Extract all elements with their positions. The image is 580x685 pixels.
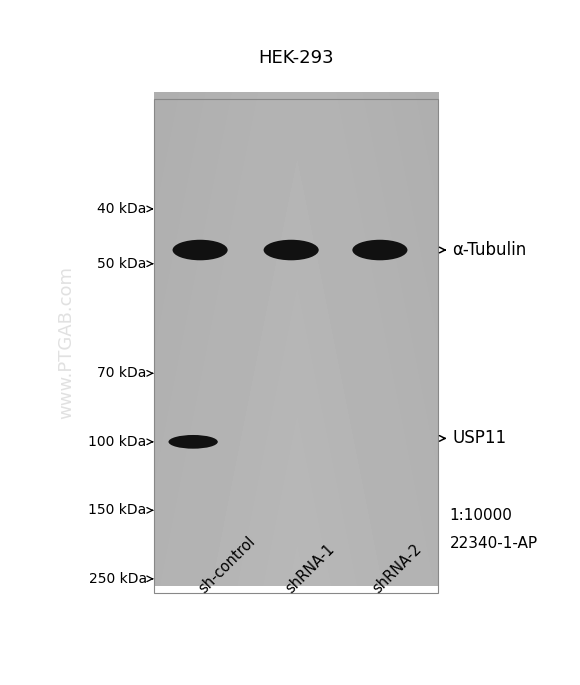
Bar: [154, 99, 438, 593]
Ellipse shape: [173, 240, 227, 260]
Text: shRNA-2: shRNA-2: [369, 541, 424, 596]
Text: HEK-293: HEK-293: [258, 49, 334, 67]
Text: www.PTGAB.com: www.PTGAB.com: [57, 266, 76, 419]
Text: sh-control: sh-control: [195, 534, 258, 596]
Text: shRNA-1: shRNA-1: [282, 541, 337, 596]
Text: 40 kDa: 40 kDa: [97, 202, 147, 216]
Text: 22340-1-AP: 22340-1-AP: [450, 536, 538, 551]
Text: USP11: USP11: [452, 429, 506, 447]
Text: α-Tubulin: α-Tubulin: [452, 241, 527, 259]
Ellipse shape: [352, 240, 407, 260]
Text: 250 kDa: 250 kDa: [89, 572, 147, 586]
Text: 1:10000: 1:10000: [450, 508, 512, 523]
Text: 150 kDa: 150 kDa: [89, 503, 147, 517]
Text: 50 kDa: 50 kDa: [97, 257, 147, 271]
Text: 100 kDa: 100 kDa: [89, 435, 147, 449]
Text: 70 kDa: 70 kDa: [97, 366, 147, 380]
Ellipse shape: [169, 435, 218, 449]
Ellipse shape: [263, 240, 319, 260]
